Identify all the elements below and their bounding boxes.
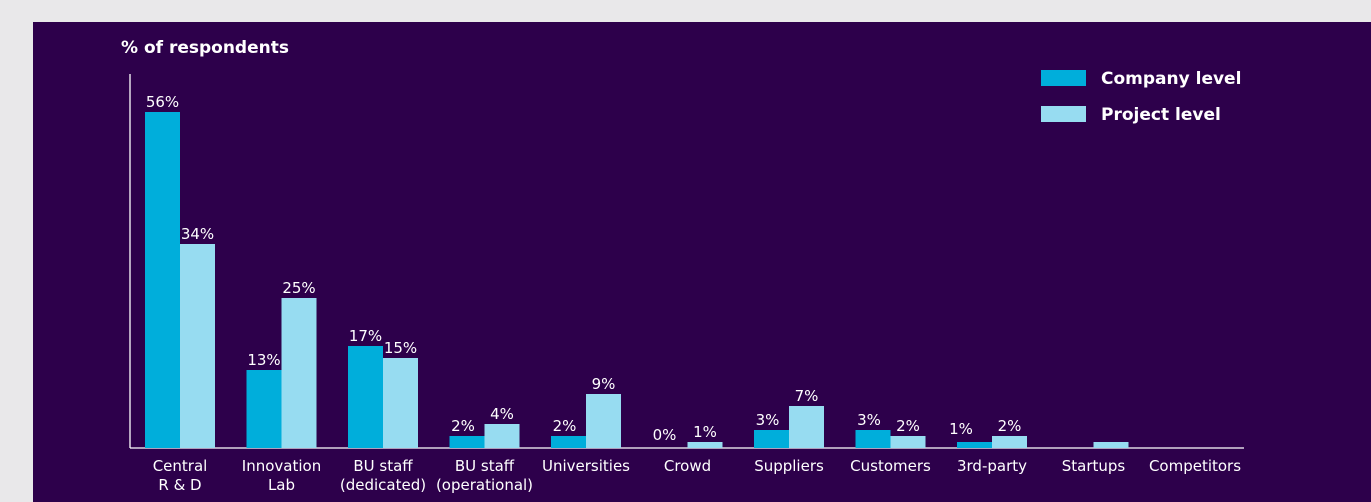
chart-panel: % of respondents Company level Project le… xyxy=(33,22,1371,502)
value-label-project-7: 2% xyxy=(896,417,920,435)
bar-company-2 xyxy=(348,346,383,448)
value-label-project-6: 7% xyxy=(795,387,819,405)
bar-project-7 xyxy=(890,436,926,448)
value-labels-group: 56% 34% 13% 25% 17%15% 2% 4% 2% 9% 0% 1% 3% 7% 3% 2% 1%… xyxy=(146,93,1022,444)
value-label-company-8: 1% xyxy=(949,420,973,438)
value-label-project-0: 34% xyxy=(181,225,214,243)
bar-project-3 xyxy=(484,424,520,448)
legend-swatch-company xyxy=(1041,70,1086,86)
bar-company-3 xyxy=(449,436,485,448)
value-label-company-3: 2% xyxy=(451,417,475,435)
bar-company-6 xyxy=(754,430,789,448)
category-label-0-1: R & D xyxy=(158,476,201,494)
value-label-company-0: 56% xyxy=(146,93,179,111)
bar-company-7 xyxy=(855,430,891,448)
category-label-9-0: Startups xyxy=(1062,457,1126,475)
y-axis-label: % of respondents xyxy=(121,38,289,58)
value-label-project-8: 2% xyxy=(998,417,1022,435)
bar-project-6 xyxy=(789,406,824,448)
bar-project-9 xyxy=(1093,442,1129,448)
category-label-7-0: Customers xyxy=(850,457,931,475)
bar-project-4 xyxy=(586,394,621,448)
bar-company-8 xyxy=(957,442,992,448)
value-label-project-2: 15% xyxy=(384,339,417,357)
bar-project-5 xyxy=(687,442,723,448)
category-label-5-0: Crowd xyxy=(664,457,711,475)
legend-label-company: Company level xyxy=(1101,69,1241,89)
category-label-4-0: Universities xyxy=(542,457,630,475)
category-label-1-0: Innovation xyxy=(242,457,321,475)
value-label-company-7: 3% xyxy=(857,411,881,429)
bar-project-8 xyxy=(992,436,1027,448)
category-label-10-0: Competitors xyxy=(1149,457,1241,475)
bars-group xyxy=(145,112,1129,448)
bar-project-0 xyxy=(180,244,215,448)
legend-swatch-project xyxy=(1041,106,1086,122)
value-label-company-6: 3% xyxy=(756,411,780,429)
legend: Company level Project level xyxy=(1041,69,1241,125)
category-label-3-0: BU staff xyxy=(455,457,515,475)
value-label-company-2: 17% xyxy=(349,327,382,345)
category-label-6-0: Suppliers xyxy=(754,457,824,475)
bar-company-1 xyxy=(246,370,282,448)
category-label-3-1: (operational) xyxy=(436,476,533,494)
category-label-2-0: BU staff xyxy=(353,457,413,475)
value-label-company-1: 13% xyxy=(247,351,280,369)
value-label-company-5: 0% xyxy=(653,426,677,444)
category-label-8-0: 3rd-party xyxy=(957,457,1027,475)
bar-company-0 xyxy=(145,112,180,448)
bar-project-2 xyxy=(383,358,418,448)
category-label-1-1: Lab xyxy=(268,476,295,494)
category-label-2-1: (dedicated) xyxy=(340,476,426,494)
category-label-0-0: Central xyxy=(153,457,208,475)
bar-project-1 xyxy=(281,298,317,448)
bar-chart: % of respondents Company level Project le… xyxy=(121,38,1244,494)
value-label-company-4: 2% xyxy=(553,417,577,435)
value-label-project-1: 25% xyxy=(282,279,315,297)
bar-company-4 xyxy=(551,436,586,448)
legend-label-project: Project level xyxy=(1101,105,1221,125)
value-label-project-3: 4% xyxy=(490,405,514,423)
value-label-project-5: 1% xyxy=(693,423,717,441)
value-label-project-4: 9% xyxy=(592,375,616,393)
